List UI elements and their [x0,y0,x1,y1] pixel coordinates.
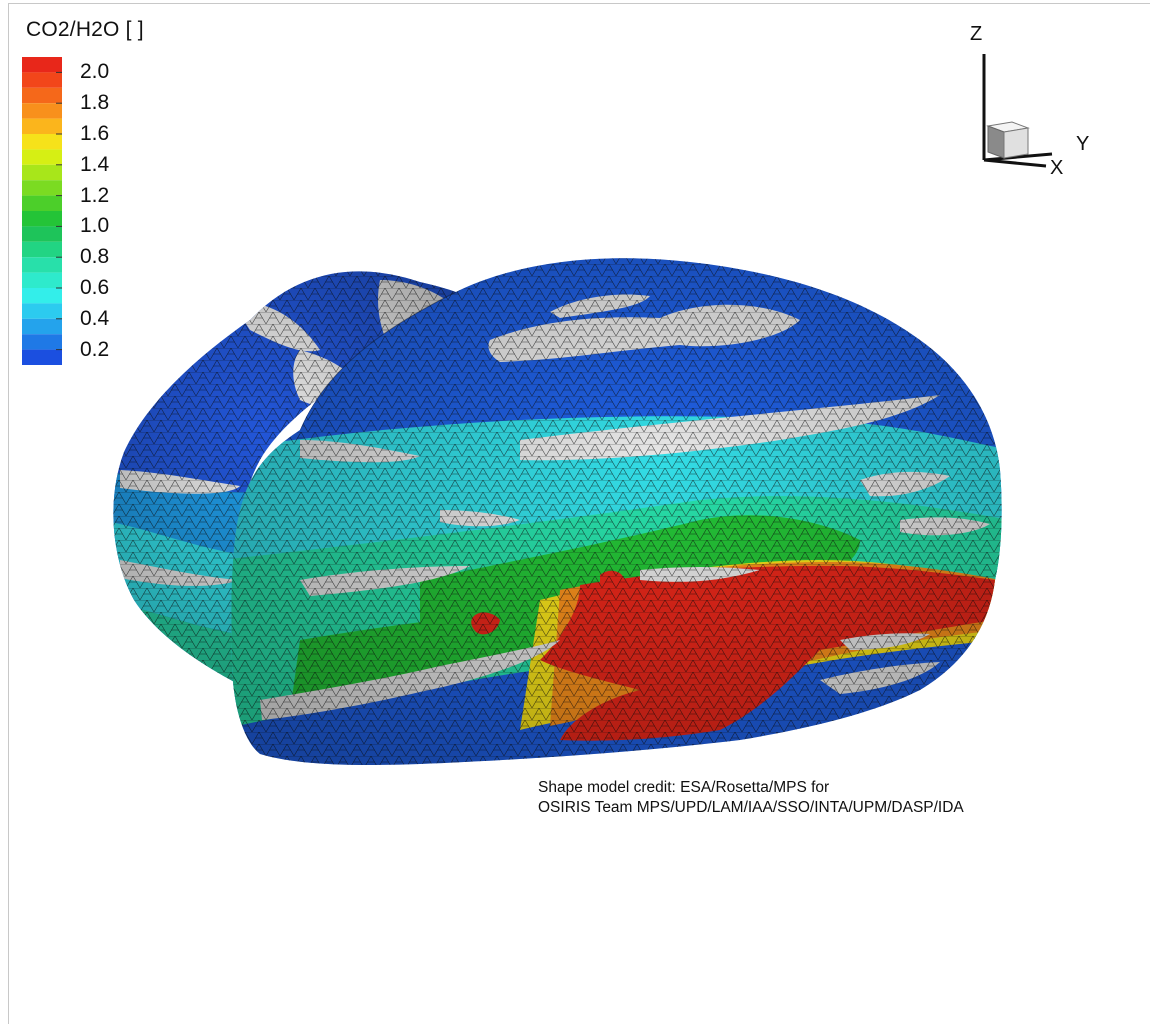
colorbar-band [22,195,62,211]
colorbar-tick-label: 0.4 [80,306,110,330]
colorbar-tick-label: 0.2 [80,337,110,361]
credit-line-2: OSIRIS Team MPS/UPD/LAM/IAA/SSO/INTA/UPM… [538,799,964,816]
colorbar-band [22,226,62,242]
colorbar-tick-label: 1.6 [80,122,110,145]
axis-z-label: Z [970,23,982,45]
frame-top-border [8,3,1150,4]
colorbar-band [22,118,62,134]
colorbar-band [22,334,62,350]
axis-y-label: Y [1076,133,1089,155]
credit-line-1: Shape model credit: ESA/Rosetta/MPS for [538,779,830,796]
colorbar-band [22,149,62,165]
colorbar-tick-label: 0.6 [80,276,110,299]
colorbar-band [22,134,62,150]
colorbar-tick-label: 1.8 [80,91,110,115]
colorbar-band [22,180,62,196]
colorbar-band [22,241,62,258]
colorbar-tick-label: 0.8 [80,245,110,269]
colorbar-band [22,103,62,119]
colorbar-band [22,211,62,227]
frame-left-border [8,3,9,1024]
colorbar-band [22,288,62,304]
axis-triad: Z Y X [970,23,1089,179]
legend-title: CO2/H2O [ ] [26,18,144,41]
colorbar-band [22,257,62,273]
colorbar-tick-label: 2.0 [80,60,110,84]
axis-x-label: X [1050,157,1063,179]
colorbar-band [22,349,62,365]
colorbar-tick-label: 1.0 [80,214,110,238]
colorbar-band [22,318,62,335]
colorbar-band [22,72,62,88]
colorbar-band [22,87,62,104]
shape-model-credit: Shape model credit: ESA/Rosetta/MPS for … [538,778,964,818]
colorbar [22,57,62,365]
colorbar-band [22,57,62,73]
colorbar-band [22,272,62,288]
colorbar-tick-label: 1.4 [80,152,110,176]
colorbar-tick-label: 1.2 [80,183,110,207]
colorbar-band [22,164,62,181]
colorbar-band [22,303,62,319]
